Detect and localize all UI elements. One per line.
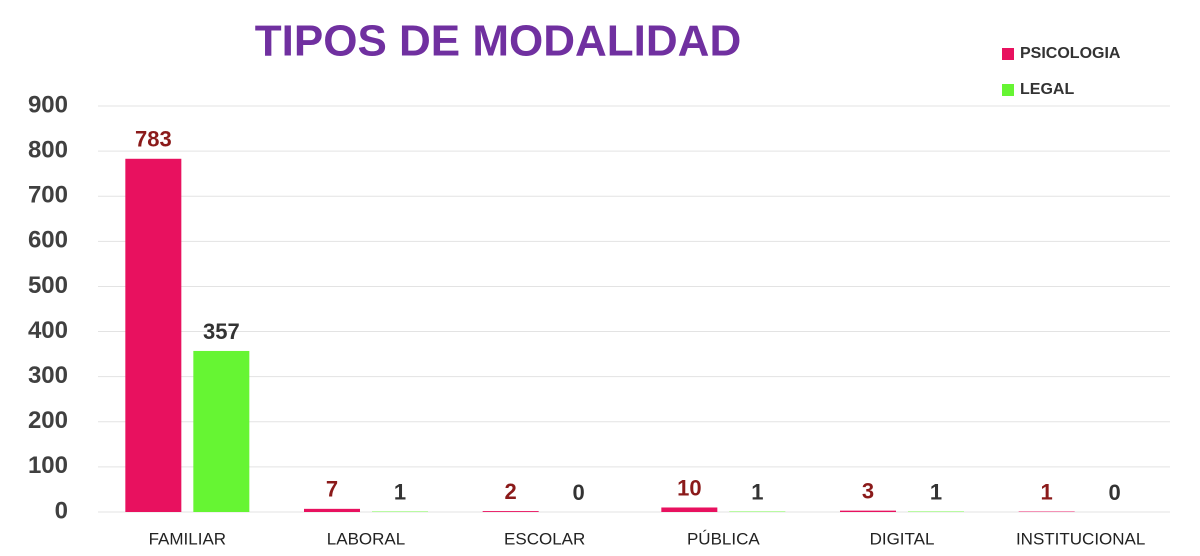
y-tick-label: 500 [28,272,68,299]
y-tick-label: 200 [28,407,68,434]
data-label: 7 [326,477,338,502]
bar [482,511,539,512]
data-label: 1 [751,479,763,504]
bar [840,510,896,512]
chart-title: TIPOS DE MODALIDAD [255,17,741,66]
data-label: 3 [862,478,874,503]
data-label: 1 [1041,479,1053,504]
x-tick-label: FAMILIAR [149,529,226,548]
y-tick-label: 900 [28,91,68,118]
legend-label: LEGAL [1020,81,1074,98]
data-label: 10 [677,475,701,500]
y-tick-label: 0 [55,497,68,524]
x-tick-label: INSTITUCIONAL [1016,529,1145,548]
y-tick-label: 300 [28,362,68,389]
data-label: 2 [505,479,517,504]
legend-swatch [1002,48,1014,60]
data-label: 1 [930,479,942,504]
x-tick-label: LABORAL [327,529,405,548]
x-tick-label: ESCOLAR [504,529,585,548]
y-tick-label: 800 [28,136,68,163]
y-tick-label: 100 [28,452,68,479]
x-tick-label: PÚBLICA [687,529,760,548]
y-tick-label: 400 [28,317,68,344]
bar [661,507,718,512]
data-label: 0 [1109,480,1121,505]
data-label: 0 [573,480,585,505]
legend-swatch [1002,84,1014,96]
bar [125,158,182,512]
y-tick-label: 700 [28,182,68,209]
legend-label: PSICOLOGIA [1020,45,1121,62]
data-label: 783 [135,127,172,152]
x-tick-label: DIGITAL [870,529,935,548]
data-label: 357 [203,319,240,344]
data-label: 1 [394,479,406,504]
y-tick-label: 600 [28,227,68,254]
bar [304,508,360,512]
bar [193,350,250,512]
